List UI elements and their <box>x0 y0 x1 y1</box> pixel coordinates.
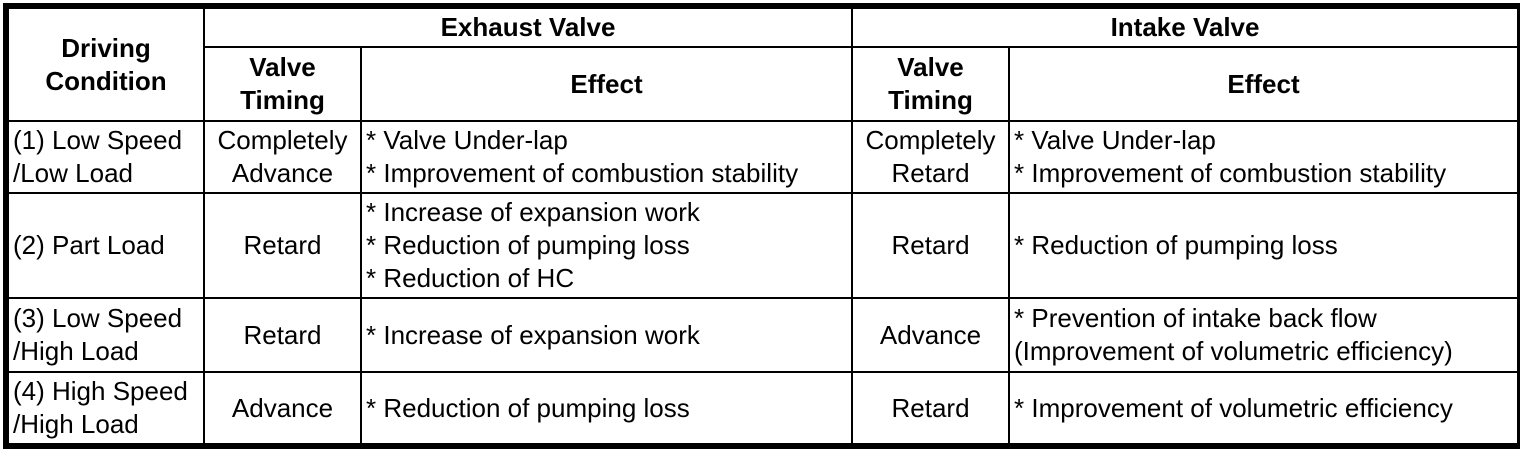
header-intake-valve-timing-line2: Timing <box>888 85 973 115</box>
cell-intake-timing: Advance <box>851 297 1011 373</box>
header-exhaust-effect: Effect <box>359 46 854 122</box>
header-exhaust-valve-timing-line2: Timing <box>240 85 325 115</box>
cell-intake-effect: * Reduction of pumping loss <box>1008 192 1520 299</box>
condition-line: (3) Low Speed <box>13 303 183 333</box>
timing-line: Advance <box>879 319 982 350</box>
effect-line: * Improvement of combustion stability <box>1014 158 1447 188</box>
header-intake-valve-timing: Valve Timing <box>851 46 1011 122</box>
header-intake-effect: Effect <box>1008 46 1520 122</box>
timing-line: Advance <box>231 392 334 423</box>
table-row: (4) High Speed /High Load Advance * Redu… <box>5 371 1520 447</box>
effect-line: * Increase of expansion work <box>366 319 700 350</box>
timing-line: Completely <box>865 125 996 155</box>
header-driving-condition: Driving Condition <box>5 5 205 122</box>
header-exhaust-valve-timing: Valve Timing <box>203 46 362 122</box>
condition-line: /Low Load <box>13 158 133 188</box>
cell-intake-timing: Retard <box>851 192 1011 299</box>
cell-exhaust-effect: * Increase of expansion work * Reduction… <box>359 192 854 299</box>
effect-line: * Prevention of intake back flow <box>1014 303 1377 333</box>
header-intake-valve: Intake Valve <box>851 5 1520 48</box>
cell-condition: (3) Low Speed /High Load <box>5 297 205 373</box>
effect-line: * Valve Under-lap <box>366 125 568 155</box>
effect-line: * Improvement of combustion stability <box>366 158 799 188</box>
effect-line: * Reduction of pumping loss <box>366 392 690 423</box>
table-row: (1) Low Speed /Low Load Completely Advan… <box>5 120 1520 194</box>
timing-line: Completely <box>217 125 348 155</box>
effect-line: * Increase of expansion work <box>366 197 700 227</box>
condition-line: (2) Part Load <box>13 230 165 260</box>
cell-exhaust-timing: Retard <box>203 192 362 299</box>
header-row-groups: Driving Condition Exhaust Valve Intake V… <box>5 5 1520 122</box>
condition-line: (1) Low Speed <box>13 125 183 155</box>
timing-line: Retard <box>243 319 322 350</box>
effect-line: * Reduction of pumping loss <box>366 230 690 260</box>
header-exhaust-valve-timing-line1: Valve <box>249 52 316 82</box>
header-intake-valve-timing-line1: Valve <box>897 52 964 82</box>
cell-intake-effect: * Valve Under-lap * Improvement of combu… <box>1008 120 1520 194</box>
timing-line: Advance <box>231 158 334 188</box>
header-driving-condition-line2: Condition <box>45 65 167 96</box>
valve-timing-table: Driving Condition Exhaust Valve Intake V… <box>3 3 1520 449</box>
effect-line: * Valve Under-lap <box>1014 125 1216 155</box>
cell-exhaust-timing: Completely Advance <box>203 120 362 194</box>
cell-exhaust-effect: * Reduction of pumping loss <box>359 371 854 447</box>
cell-condition: (1) Low Speed /Low Load <box>5 120 205 194</box>
cell-intake-effect: * Prevention of intake back flow (Improv… <box>1008 297 1520 373</box>
cell-intake-timing: Retard <box>851 371 1011 447</box>
timing-line: Retard <box>891 230 970 260</box>
cell-condition: (2) Part Load <box>5 192 205 299</box>
timing-line: Retard <box>243 230 322 260</box>
table-row: (2) Part Load Retard * Increase of expan… <box>5 192 1520 299</box>
cell-exhaust-effect: * Increase of expansion work <box>359 297 854 373</box>
condition-line: (4) High Speed <box>13 376 188 406</box>
cell-intake-effect: * Improvement of volumetric efficiency <box>1008 371 1520 447</box>
cell-exhaust-effect: * Valve Under-lap * Improvement of combu… <box>359 120 854 194</box>
condition-line: /High Load <box>13 409 139 439</box>
effect-line: * Reduction of HC <box>366 263 575 293</box>
timing-line: Retard <box>891 392 970 423</box>
cell-intake-timing: Completely Retard <box>851 120 1011 194</box>
effect-line: * Improvement of volumetric efficiency <box>1014 392 1453 423</box>
cell-exhaust-timing: Advance <box>203 371 362 447</box>
table-row: (3) Low Speed /High Load Retard * Increa… <box>5 297 1520 373</box>
header-row-subcolumns: Valve Timing Effect Valve Timing Effect <box>6 46 1520 122</box>
condition-line: /High Load <box>13 336 139 366</box>
effect-line: (Improvement of volumetric efficiency) <box>1014 336 1453 366</box>
timing-line: Retard <box>891 158 970 188</box>
header-exhaust-valve: Exhaust Valve <box>202 5 854 48</box>
header-driving-condition-line1: Driving <box>61 32 151 63</box>
cell-condition: (4) High Speed /High Load <box>5 371 205 447</box>
cell-exhaust-timing: Retard <box>203 297 362 373</box>
effect-line: * Reduction of pumping loss <box>1014 230 1338 260</box>
